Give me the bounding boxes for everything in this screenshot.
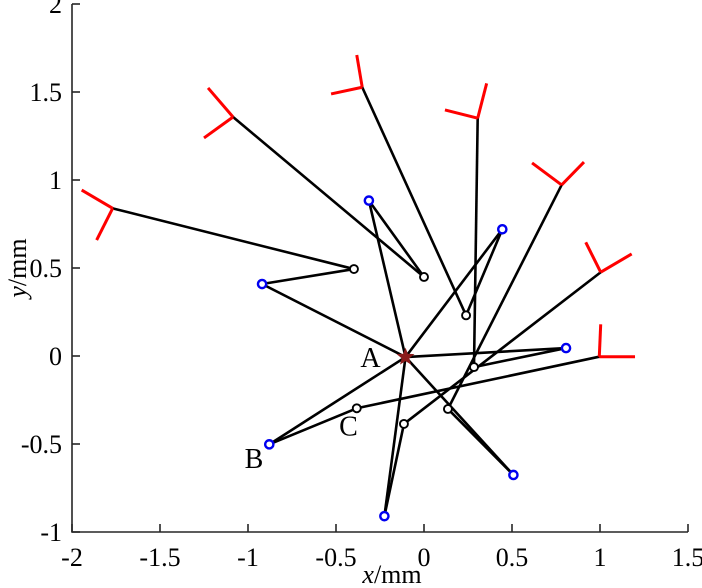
y-tick-label: 1 bbox=[49, 166, 62, 195]
links-layer bbox=[112, 86, 602, 517]
gripper-finger bbox=[206, 86, 235, 118]
wrist-joint-marker bbox=[398, 418, 409, 429]
gripper-finger bbox=[355, 54, 364, 88]
point-label-B: B bbox=[245, 444, 264, 475]
link-elbow-wrist bbox=[464, 228, 504, 316]
pose-2-gripper bbox=[80, 188, 114, 241]
y-axis-title: y/mm bbox=[3, 238, 32, 300]
gripper-finger bbox=[599, 252, 633, 274]
y-tick-label: 2 bbox=[49, 0, 62, 19]
x-tick-label: 1 bbox=[594, 543, 607, 572]
elbow-joint-marker bbox=[363, 195, 375, 206]
link-base-elbow bbox=[268, 355, 407, 446]
link-elbow-wrist bbox=[447, 408, 515, 476]
pose-3-links bbox=[268, 355, 600, 446]
link-elbow-wrist bbox=[473, 346, 567, 369]
elbow-joint-marker bbox=[560, 342, 572, 354]
link-elbow-wrist bbox=[261, 267, 355, 286]
link-base-elbow bbox=[367, 200, 407, 358]
elbow-joint-marker bbox=[497, 223, 508, 235]
gripper-finger bbox=[444, 108, 479, 120]
y-tick-label: 0.5 bbox=[30, 254, 63, 283]
pose-5-links bbox=[405, 118, 567, 369]
grippers-layer bbox=[80, 54, 636, 359]
link-wrist-tip bbox=[361, 86, 468, 316]
link-elbow-wrist bbox=[367, 199, 426, 278]
point-labels: A B C bbox=[245, 343, 382, 475]
gripper-finger bbox=[95, 207, 114, 241]
gripper-finger bbox=[584, 241, 603, 273]
x-tick-label: -1 bbox=[237, 543, 259, 572]
gripper-finger bbox=[597, 324, 603, 357]
y-tick-label: -1 bbox=[40, 518, 62, 547]
pose-5-gripper bbox=[444, 83, 489, 120]
y-tick-label: 0 bbox=[49, 342, 62, 371]
link-elbow-wrist bbox=[383, 423, 406, 517]
link-wrist-tip bbox=[232, 115, 425, 278]
link-wrist-tip bbox=[446, 184, 563, 410]
wrist-joint-marker bbox=[419, 272, 429, 282]
x-tick-label: -2 bbox=[61, 543, 83, 572]
pose-7-links bbox=[383, 271, 602, 517]
elbow-joint-marker bbox=[379, 510, 390, 522]
x-tick-label: 0 bbox=[418, 543, 431, 572]
pose-1-links bbox=[232, 115, 426, 358]
link-elbow-wrist bbox=[268, 407, 358, 446]
point-label-A: A bbox=[360, 343, 381, 374]
link-base-elbow bbox=[383, 356, 407, 517]
pose-1-gripper bbox=[203, 86, 235, 140]
pose-4-links bbox=[361, 86, 504, 358]
link-wrist-tip bbox=[356, 355, 600, 410]
wrist-joint-marker bbox=[351, 403, 362, 414]
link-base-elbow bbox=[404, 228, 504, 358]
x-axis-title: x/mm bbox=[361, 560, 421, 588]
x-tick-label: -1.5 bbox=[139, 543, 180, 572]
pose-6-gripper bbox=[531, 160, 586, 187]
gripper-finger bbox=[531, 161, 563, 187]
elbow-joint-marker bbox=[508, 469, 519, 481]
axis-lines bbox=[71, 4, 688, 533]
pose-2-links bbox=[112, 207, 407, 359]
axes: -2 -1.5 -1 -0.5 0 0.5 1 1.5 -1 -0.5 0 0.5 1 1.5 2 x/mm y… bbox=[3, 0, 702, 588]
y-tick-label: 1.5 bbox=[30, 78, 63, 107]
wrist-joint-marker bbox=[469, 362, 479, 373]
gripper-finger bbox=[80, 188, 114, 210]
joint-markers-layer bbox=[256, 195, 572, 522]
link-base-elbow bbox=[405, 346, 567, 359]
pose-7-gripper bbox=[584, 241, 633, 274]
pose-4-gripper bbox=[330, 54, 364, 96]
gripper-finger bbox=[560, 160, 586, 186]
link-base-elbow bbox=[261, 282, 407, 359]
gripper-finger bbox=[330, 85, 363, 96]
x-tick-label: -0.5 bbox=[315, 543, 356, 572]
pose-3-gripper bbox=[597, 324, 636, 359]
elbow-joint-marker bbox=[263, 439, 275, 450]
elbow-joint-marker bbox=[256, 278, 268, 290]
gripper-finger bbox=[203, 115, 234, 140]
base-star-marker bbox=[396, 347, 415, 365]
wrist-joint-marker bbox=[461, 310, 472, 321]
wrist-joint-marker bbox=[349, 264, 359, 275]
link-wrist-tip bbox=[403, 271, 602, 425]
link-wrist-tip bbox=[472, 118, 479, 368]
link-wrist-tip bbox=[112, 207, 355, 271]
gripper-finger bbox=[476, 83, 489, 119]
pose-6-links bbox=[404, 184, 563, 476]
wrist-joint-marker bbox=[442, 404, 453, 414]
y-tick-label: -0.5 bbox=[21, 430, 62, 459]
x-tick-label: 0.5 bbox=[496, 543, 529, 572]
x-tick-label: 1.5 bbox=[672, 543, 702, 572]
point-label-C: C bbox=[339, 412, 358, 443]
